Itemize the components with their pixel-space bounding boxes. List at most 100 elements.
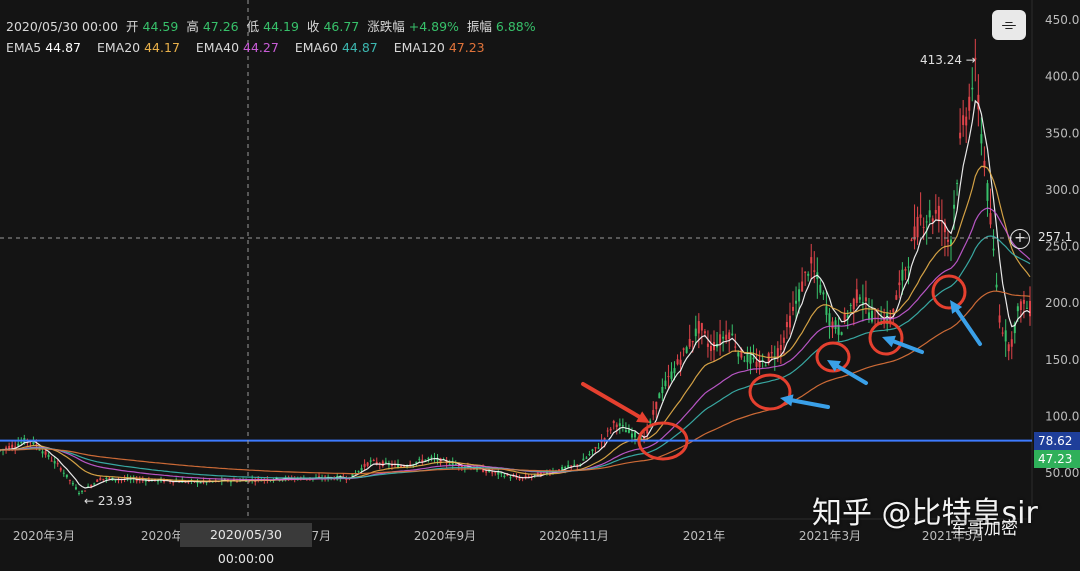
candle-body bbox=[135, 479, 138, 482]
candle-body bbox=[366, 462, 369, 466]
candle-body bbox=[658, 393, 661, 399]
candle-body bbox=[56, 463, 59, 465]
candle-body bbox=[418, 458, 421, 460]
candle-body bbox=[913, 226, 916, 241]
ema120-label: EMA120 bbox=[393, 40, 445, 55]
candle-body bbox=[1013, 323, 1016, 334]
candle-body bbox=[883, 317, 886, 324]
add-alert-icon[interactable]: + bbox=[1010, 229, 1030, 249]
candle-body bbox=[439, 458, 442, 464]
candle-body bbox=[460, 464, 463, 468]
chart-background bbox=[0, 0, 1080, 550]
watermark-main: 知乎 @比特皇sir bbox=[812, 496, 1038, 531]
candle-body bbox=[53, 461, 56, 464]
candle-body bbox=[491, 472, 494, 474]
candle-body bbox=[345, 478, 348, 480]
ema60-value: 44.87 bbox=[341, 40, 378, 55]
candle-body bbox=[968, 96, 971, 111]
ema-legend: EMA5 44.87 EMA20 44.17 EMA40 44.27 EMA60 44.… bbox=[6, 40, 489, 55]
candle-body bbox=[709, 345, 712, 352]
price-chart[interactable]: 450.00 400.00 350.00 300.00 250.00 200.00 150.… bbox=[0, 0, 1080, 550]
change-label: 涨跌幅 bbox=[367, 19, 405, 34]
candle-body bbox=[38, 449, 41, 451]
candle-body bbox=[867, 312, 870, 320]
candle-body bbox=[11, 444, 14, 448]
candle-body bbox=[734, 346, 737, 348]
candle-body bbox=[81, 490, 84, 492]
candle-body bbox=[840, 332, 843, 335]
candle-body bbox=[199, 482, 202, 484]
candle-body bbox=[397, 464, 400, 469]
blue-arrow-head bbox=[882, 335, 896, 348]
blue-arrow-head bbox=[950, 300, 963, 314]
candle-body bbox=[591, 449, 594, 452]
candle-body bbox=[755, 361, 758, 367]
candle-body bbox=[934, 209, 937, 214]
candle-body bbox=[798, 289, 801, 302]
candle-body bbox=[144, 480, 147, 482]
candle-body bbox=[919, 214, 922, 218]
amplitude-value: 6.88% bbox=[495, 19, 536, 34]
candle-body bbox=[843, 313, 846, 321]
candle-body bbox=[807, 273, 810, 276]
candle-body bbox=[485, 471, 488, 473]
ema120-price-label: 47.23 bbox=[1034, 450, 1080, 468]
candle-body bbox=[795, 300, 798, 304]
candle-body bbox=[679, 359, 682, 365]
candle-body bbox=[849, 304, 852, 306]
candle-body bbox=[694, 328, 697, 337]
candle-body bbox=[1025, 307, 1028, 309]
candle-body bbox=[488, 469, 491, 472]
candle-body bbox=[864, 297, 867, 302]
candle-body bbox=[512, 476, 515, 478]
candle-body bbox=[792, 306, 795, 311]
candle-body bbox=[688, 338, 691, 347]
y-tick-label: 300.00 bbox=[1045, 183, 1080, 197]
candle-body bbox=[971, 87, 974, 90]
candle-body bbox=[953, 204, 956, 209]
highlight-circle bbox=[868, 320, 904, 356]
y-tick-label: 250.00 bbox=[1045, 240, 1080, 254]
close-label: 收 bbox=[306, 19, 320, 34]
candle-body bbox=[482, 468, 485, 473]
candle-body bbox=[384, 461, 387, 463]
candle-body bbox=[8, 445, 11, 450]
candle-body bbox=[937, 205, 940, 222]
candle-body bbox=[65, 474, 68, 478]
candle-body bbox=[108, 478, 111, 480]
candle-body bbox=[1001, 332, 1004, 334]
ema-line-ema20 bbox=[0, 165, 1031, 482]
candle-body bbox=[597, 447, 600, 449]
candle-body bbox=[731, 333, 734, 336]
candle-body bbox=[649, 420, 652, 424]
candle-body bbox=[50, 460, 53, 462]
ema5-value: 44.87 bbox=[45, 40, 81, 55]
collapse-icon[interactable]: ⌯ bbox=[992, 10, 1026, 40]
candle-body bbox=[62, 472, 65, 474]
candle-body bbox=[983, 160, 986, 168]
candle-body bbox=[646, 429, 649, 434]
candle-body bbox=[390, 464, 393, 466]
candle-body bbox=[810, 257, 813, 264]
candle-body bbox=[989, 213, 992, 225]
ema60-label: EMA60 bbox=[294, 40, 338, 55]
open-value: 44.59 bbox=[142, 19, 179, 34]
candle-body bbox=[907, 266, 910, 268]
candle-body bbox=[357, 470, 360, 472]
candle-body bbox=[719, 334, 722, 344]
candle-body bbox=[995, 284, 998, 288]
candle-body bbox=[782, 337, 785, 343]
candle-body bbox=[825, 306, 828, 315]
candle-body bbox=[700, 323, 703, 331]
candle-body bbox=[758, 359, 761, 368]
candle-body bbox=[670, 371, 673, 379]
candle-body bbox=[977, 94, 980, 110]
blue-arrow-head bbox=[780, 394, 794, 407]
candle-body bbox=[527, 476, 530, 478]
open-label: 开 bbox=[126, 19, 139, 34]
candle-body bbox=[852, 298, 855, 310]
candle-body bbox=[497, 472, 500, 475]
candle-body bbox=[621, 425, 624, 427]
chart-area[interactable]: 450.00 400.00 350.00 300.00 250.00 200.00 150.… bbox=[0, 0, 1080, 550]
candle-body bbox=[515, 476, 518, 478]
